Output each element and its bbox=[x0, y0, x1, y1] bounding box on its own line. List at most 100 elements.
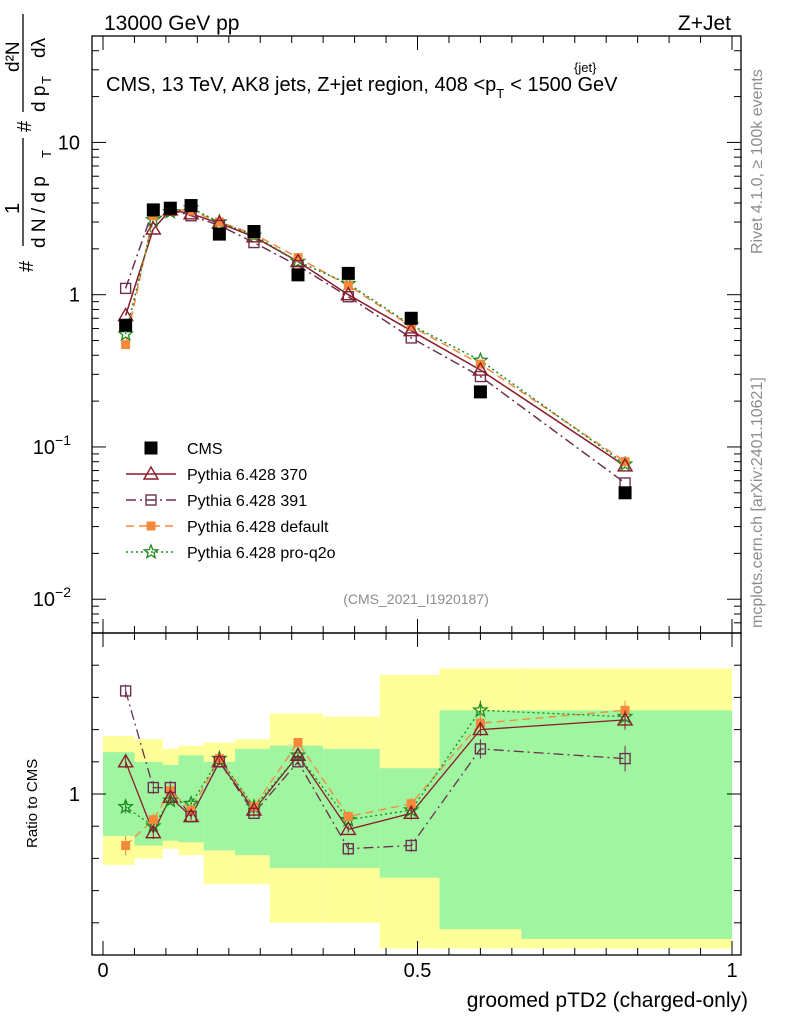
title-sup: {jet} bbox=[574, 60, 597, 75]
ylabel-t2: T bbox=[39, 76, 54, 84]
y-tick-label: 10−1 bbox=[33, 432, 71, 459]
title-pre: CMS, 13 TeV, AK8 jets, Z+jet region, 408… bbox=[106, 74, 496, 96]
ratio-point-p370 bbox=[472, 721, 489, 736]
ratio-point-p370 bbox=[162, 788, 179, 803]
legend-label-data: CMS bbox=[187, 441, 223, 458]
ratio-point-p391 bbox=[405, 839, 417, 852]
point-data bbox=[163, 201, 177, 215]
y-tick-label: 10−2 bbox=[33, 584, 71, 611]
ratio-point-p391 bbox=[119, 685, 132, 697]
ratio-point-p391 bbox=[342, 843, 355, 855]
ylabel-t1: T bbox=[39, 150, 54, 158]
point-data bbox=[146, 203, 160, 217]
series-line-pdefault bbox=[124, 208, 626, 463]
point-data bbox=[184, 199, 198, 213]
point-pq2o bbox=[616, 455, 634, 472]
ratio-point-p370 bbox=[182, 808, 200, 823]
point-data bbox=[473, 385, 487, 399]
point-pdefault bbox=[293, 253, 303, 263]
x-tick-label: 0 bbox=[97, 960, 108, 982]
ratio-point-p370 bbox=[245, 801, 263, 816]
process-label: Z+Jet bbox=[678, 12, 731, 35]
band-inner bbox=[103, 752, 135, 836]
ratio-point-p370 bbox=[402, 804, 420, 820]
ratio-point-p391 bbox=[147, 781, 160, 794]
y-tick-label: 1 bbox=[69, 285, 80, 307]
ratio-point-pdefault bbox=[121, 841, 131, 851]
ylabel-dn: d N / d p bbox=[29, 176, 50, 248]
legend-label-p370: Pythia 6.428 370 bbox=[187, 467, 307, 484]
ratio-point-p370 bbox=[340, 821, 357, 836]
ratio-point-p391 bbox=[474, 743, 487, 755]
main-ylabel: # 1 d N / d p T # d²N d p T dλ bbox=[2, 14, 54, 272]
ratio-point-pdefault bbox=[343, 812, 353, 822]
analysis-id: (CMS_2021_I1920187) bbox=[343, 591, 489, 607]
ratio-point-p391 bbox=[619, 752, 631, 765]
ratio-point-p370 bbox=[616, 711, 634, 726]
ratio-line-p391 bbox=[124, 690, 626, 850]
point-p370 bbox=[340, 286, 357, 301]
mcplots-label: mcplots.cern.ch [arXiv:2401.10621] bbox=[749, 377, 766, 628]
ratio-point-p370 bbox=[289, 746, 307, 762]
point-p391 bbox=[119, 282, 132, 295]
legend-label-pdefault: Pythia 6.428 default bbox=[187, 519, 329, 536]
plot-title: CMS, 13 TeV, AK8 jets, Z+jet region, 408… bbox=[106, 74, 618, 101]
point-p370 bbox=[402, 322, 420, 337]
y-tick-label: 10 bbox=[58, 132, 80, 154]
ylabel-hash2: # bbox=[14, 120, 36, 132]
legend-label-pq2o: Pythia 6.428 pro-q2o bbox=[187, 545, 336, 562]
legend-marker-p391 bbox=[145, 494, 157, 506]
ratio-point-pdefault bbox=[293, 737, 303, 747]
point-data bbox=[291, 268, 305, 282]
point-pdefault bbox=[406, 321, 416, 331]
point-data bbox=[212, 227, 226, 241]
point-pdefault bbox=[620, 457, 630, 467]
point-p391 bbox=[474, 370, 487, 383]
title-sub: T bbox=[496, 86, 504, 101]
band-inner bbox=[521, 710, 732, 939]
point-data bbox=[618, 486, 632, 500]
legend-marker-pq2o bbox=[142, 543, 160, 560]
point-data bbox=[119, 318, 133, 332]
band-inner bbox=[178, 755, 204, 843]
ratio-line-pq2o bbox=[125, 709, 626, 828]
x-tick-label: 1 bbox=[726, 960, 737, 982]
ratio-point-pdefault bbox=[148, 815, 158, 825]
legend-marker-p370 bbox=[142, 465, 160, 480]
rivet-label: Rivet 4.1.0, ≥ 100k events bbox=[749, 69, 766, 254]
band-inner bbox=[379, 768, 440, 878]
point-pdefault bbox=[343, 280, 353, 290]
ylabel-hash: # bbox=[16, 260, 38, 272]
point-pq2o bbox=[289, 252, 307, 269]
ylabel-dlambda: dλ bbox=[29, 37, 50, 58]
point-data bbox=[247, 225, 261, 239]
point-p391 bbox=[405, 332, 417, 344]
x-tick-label: 0.5 bbox=[404, 960, 432, 982]
point-pdefault bbox=[214, 217, 224, 227]
band-inner bbox=[323, 748, 380, 869]
series-line-pq2o bbox=[124, 207, 626, 465]
point-p370 bbox=[616, 457, 634, 472]
point-pdefault bbox=[121, 340, 131, 350]
point-data bbox=[404, 311, 418, 325]
legend-marker-pdefault bbox=[146, 521, 156, 531]
band-inner bbox=[134, 761, 163, 846]
ylabel-d2n: d²N bbox=[3, 41, 24, 72]
ratio-point-pq2o bbox=[117, 798, 135, 814]
band-inner bbox=[235, 748, 270, 856]
point-p370 bbox=[182, 205, 200, 220]
legend: CMS Pythia 6.428 370 Pythia 6.428 391 Pythi… bbox=[126, 441, 336, 562]
point-p370 bbox=[472, 361, 489, 376]
point-p370 bbox=[145, 220, 162, 235]
point-p370 bbox=[289, 253, 307, 268]
ratio-ylabel: Ratio to CMS bbox=[24, 759, 41, 848]
point-pq2o bbox=[117, 325, 134, 342]
ratio-point-pq2o bbox=[471, 701, 489, 718]
ratio-point-p370 bbox=[145, 824, 162, 839]
legend-label-p391: Pythia 6.428 391 bbox=[187, 493, 307, 510]
band-inner bbox=[203, 761, 236, 851]
band-inner bbox=[269, 745, 324, 869]
x-axis-label: groomed pTD2 (charged-only) bbox=[467, 989, 748, 1012]
point-data bbox=[341, 266, 355, 280]
